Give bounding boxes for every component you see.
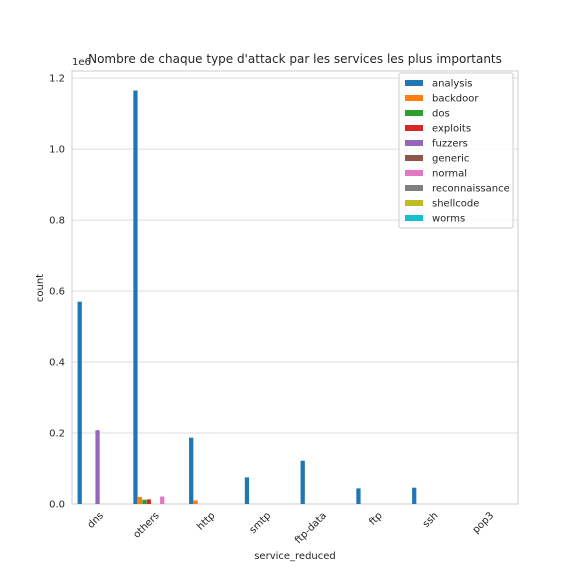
legend-label: worms — [432, 214, 465, 225]
legend-swatch-generic — [405, 155, 423, 161]
bar-analysis-http — [189, 437, 194, 504]
y-tick-label: 0.6 — [49, 287, 65, 298]
bar-exploits-others — [146, 499, 151, 504]
bar-analysis-ssh — [412, 487, 417, 504]
bar-backdoor-http — [193, 500, 198, 504]
y-axis-label: count — [35, 274, 46, 302]
legend-swatch-normal — [405, 170, 423, 176]
y-tick-label: 0.2 — [49, 429, 65, 440]
bar-analysis-dns — [77, 301, 82, 504]
legend-swatch-backdoor — [405, 95, 423, 101]
bar-dos-others — [142, 499, 147, 504]
legend-swatch-exploits — [405, 125, 423, 131]
legend-label: dos — [432, 109, 450, 120]
legend-label: exploits — [432, 124, 471, 135]
chart-title: Nombre de chaque type d'attack par les s… — [88, 52, 502, 66]
legend-swatch-reconnaissance — [405, 185, 423, 191]
legend-label: analysis — [432, 79, 473, 90]
y-tick-label: 1.0 — [49, 145, 65, 156]
legend-swatch-fuzzers — [405, 140, 423, 146]
legend-swatch-worms — [405, 215, 423, 221]
legend-label: generic — [432, 154, 469, 165]
y-tick-label: 0.4 — [49, 358, 65, 369]
bar-normal-others — [160, 496, 165, 504]
plot-frame — [71, 70, 519, 505]
legend-label: reconnaissance — [432, 184, 510, 195]
x-axis-label: service_reduced — [254, 551, 336, 562]
bar-analysis-ftp-data — [300, 460, 305, 504]
y-tick-label: 1.2 — [49, 74, 65, 85]
y-tick-label: 0.0 — [49, 500, 65, 511]
bar-layer — [77, 90, 417, 504]
bar-analysis-others — [133, 90, 138, 504]
legend-swatch-analysis — [405, 80, 423, 86]
bar-backdoor-others — [137, 496, 143, 504]
y-scale-label: 1e6 — [72, 57, 91, 68]
legend-label: backdoor — [432, 94, 479, 105]
legend-box — [398, 72, 514, 229]
bar-fuzzers-dns — [95, 430, 100, 504]
legend-label: fuzzers — [432, 139, 468, 150]
legend-label: normal — [432, 169, 467, 180]
legend-swatch-dos — [405, 110, 423, 116]
legend: analysis backdoor dos exploits fuzzers generi… — [398, 72, 514, 229]
legend-swatch-shellcode — [405, 200, 423, 206]
bar-analysis-ftp — [356, 488, 361, 504]
y-tick-label: 0.8 — [49, 216, 65, 227]
legend-label: shellcode — [432, 199, 479, 210]
bar-analysis-smtp — [244, 477, 250, 504]
